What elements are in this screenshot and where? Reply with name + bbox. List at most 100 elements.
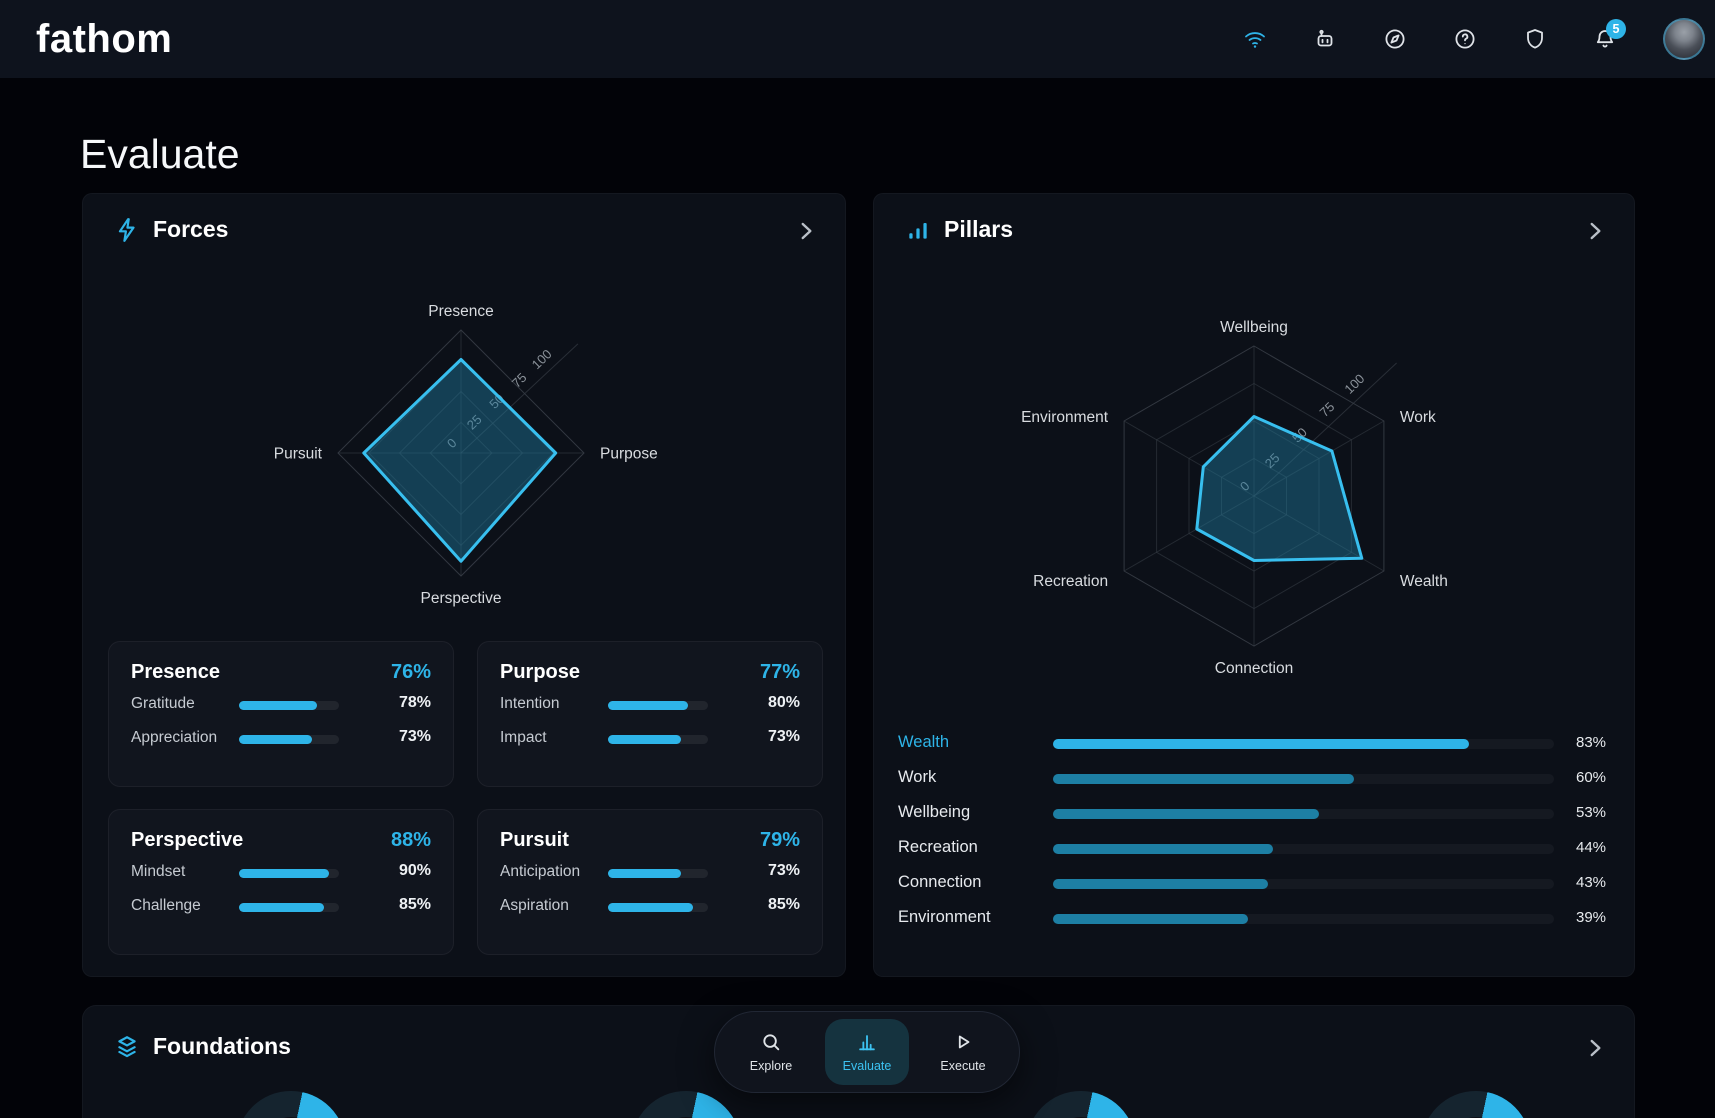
stat-progress-track — [608, 701, 708, 710]
pillar-bar-label: Environment — [898, 908, 991, 926]
stat-card-header: Perspective 88% — [131, 829, 431, 852]
bottom-nav: Explore Evaluate Execute — [714, 1011, 1020, 1093]
gauge-preview — [631, 1091, 741, 1118]
stat-progress-track — [239, 701, 339, 710]
pillar-bar-value: 60% — [1576, 769, 1607, 786]
stat-progress-track — [608, 735, 708, 744]
stat-card-title: Perspective — [131, 829, 244, 851]
stat-progress-fill — [239, 701, 317, 710]
pillar-bar-fill — [1053, 879, 1269, 889]
stat-row-value: 73% — [767, 728, 800, 745]
bottom-nav-label: Evaluate — [842, 1059, 892, 1073]
lightning-icon — [114, 217, 140, 243]
stat-row-value: 73% — [398, 728, 431, 745]
stat-progress-track — [239, 869, 339, 878]
stat-row-label: Gratitude — [131, 695, 195, 712]
stat-progress-track — [239, 903, 339, 912]
forces-radar-chart: 0255075100PresencePurposePerspectivePurs… — [274, 303, 658, 607]
svg-text:Perspective: Perspective — [421, 590, 502, 607]
forces-stat-grid: Presence 76% Gratitude 78% Appreciation 73% Pu… — [108, 641, 823, 955]
svg-text:100: 100 — [529, 346, 555, 372]
stat-card-percent: 76% — [390, 661, 431, 683]
pillar-bar-fill — [1053, 809, 1319, 819]
bottom-nav-item-evaluate[interactable]: Evaluate — [825, 1019, 909, 1085]
pillar-bar-track — [1053, 879, 1554, 889]
svg-text:Work: Work — [1400, 409, 1436, 426]
bottom-nav-item-execute[interactable]: Execute — [931, 1031, 995, 1073]
shield-icon[interactable] — [1523, 27, 1547, 51]
pillar-bar-value: 44% — [1576, 839, 1607, 856]
pillar-bar-value: 39% — [1576, 909, 1607, 926]
forces-header: Forces — [114, 216, 228, 243]
wifi-icon[interactable] — [1243, 27, 1267, 51]
pillar-bar-fill — [1053, 844, 1274, 854]
pillar-bar-value: 43% — [1576, 874, 1607, 891]
stat-progress-track — [608, 869, 708, 878]
pillar-bar-label: Recreation — [898, 838, 978, 856]
stat-card-presence: Presence 76% Gratitude 78% Appreciation 73% — [108, 641, 454, 787]
stat-progress-track — [608, 903, 708, 912]
pillar-bar-track — [1053, 844, 1554, 854]
svg-text:Presence: Presence — [428, 303, 493, 320]
stat-row-challenge: Challenge 85% — [131, 894, 431, 920]
search-icon — [760, 1031, 782, 1056]
pillars-card: Pillars 0255075100WellbeingWorkWealthCon… — [873, 193, 1635, 977]
app-logo: fathom — [36, 16, 173, 61]
pillar-bar-label: Work — [898, 768, 937, 786]
stat-row-label: Challenge — [131, 897, 201, 914]
foundations-header: Foundations — [114, 1033, 291, 1060]
pillar-bar-row-connection[interactable]: Connection 43% — [898, 871, 1611, 897]
svg-text:Purpose: Purpose — [600, 446, 658, 463]
svg-text:75: 75 — [509, 370, 530, 391]
pillar-bar-fill — [1053, 774, 1354, 784]
help-icon[interactable] — [1453, 27, 1477, 51]
svg-text:Connection: Connection — [1215, 660, 1293, 677]
foundations-chevron-right-icon[interactable] — [1582, 1035, 1608, 1061]
bottom-nav-label: Explore — [749, 1059, 793, 1073]
pillar-bar-row-recreation[interactable]: Recreation 44% — [898, 836, 1611, 862]
bottom-nav-item-explore[interactable]: Explore — [739, 1031, 803, 1073]
stat-progress-fill — [239, 903, 324, 912]
nav-icon-group: 5 — [1243, 0, 1705, 78]
stat-row-value: 85% — [398, 896, 431, 913]
evaluate-icon — [856, 1031, 878, 1056]
stat-progress-fill — [608, 903, 693, 912]
stat-card-percent: 79% — [759, 829, 800, 851]
svg-text:Wellbeing: Wellbeing — [1220, 319, 1288, 336]
robot-icon[interactable] — [1313, 27, 1337, 51]
stat-row-anticipation: Anticipation 73% — [500, 860, 800, 886]
pillar-bar-row-environment[interactable]: Environment 39% — [898, 906, 1611, 932]
stat-row-intention: Intention 80% — [500, 692, 800, 718]
pillar-bar-label: Wealth — [898, 733, 950, 751]
pillar-bar-row-work[interactable]: Work 60% — [898, 766, 1611, 792]
stat-row-label: Aspiration — [500, 897, 569, 914]
stat-card-perspective: Perspective 88% Mindset 90% Challenge 85% — [108, 809, 454, 955]
pillars-radar-chart: 0255075100WellbeingWorkWealthConnectionR… — [1021, 319, 1448, 677]
svg-text:Environment: Environment — [1021, 409, 1109, 426]
svg-text:Wealth: Wealth — [1400, 573, 1448, 590]
stat-row-value: 73% — [767, 862, 800, 879]
bell-icon[interactable]: 5 — [1593, 19, 1626, 51]
pillar-bar-row-wellbeing[interactable]: Wellbeing 53% — [898, 801, 1611, 827]
pillar-bar-row-wealth[interactable]: Wealth 83% — [898, 731, 1611, 757]
foundations-title: Foundations — [153, 1033, 291, 1059]
stat-progress-track — [239, 735, 339, 744]
pillars-chevron-right-icon[interactable] — [1582, 218, 1608, 244]
stat-card-percent: 77% — [759, 661, 800, 683]
forces-chevron-right-icon[interactable] — [793, 218, 819, 244]
stat-card-title: Presence — [131, 661, 220, 683]
stat-card-pursuit: Pursuit 79% Anticipation 73% Aspiration 85% — [477, 809, 823, 955]
compass-icon[interactable] — [1383, 27, 1407, 51]
pillar-bar-label: Connection — [898, 873, 982, 891]
avatar[interactable] — [1663, 18, 1705, 60]
stat-progress-fill — [239, 735, 312, 744]
pillar-bar-fill — [1053, 914, 1249, 924]
stat-progress-fill — [608, 701, 688, 710]
forces-card: Forces 0255075100PresencePurposePerspect… — [82, 193, 846, 977]
stat-row-value: 78% — [398, 694, 431, 711]
stat-card-purpose: Purpose 77% Intention 80% Impact 73% — [477, 641, 823, 787]
layers-icon — [114, 1034, 140, 1060]
gauge-preview — [1421, 1091, 1531, 1118]
stat-card-percent: 88% — [390, 829, 431, 851]
svg-text:100: 100 — [1341, 371, 1367, 397]
